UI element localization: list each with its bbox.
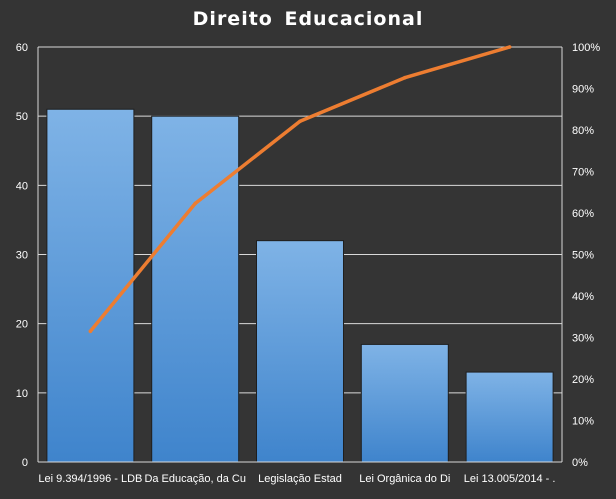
y-tick-label: 20 — [16, 319, 28, 331]
y2-tick-label: 50% — [572, 250, 594, 262]
y2-tick-label: 0% — [572, 457, 588, 469]
y-tick-label: 0 — [22, 457, 28, 469]
chart-title: Direito Educacional — [192, 8, 424, 30]
bar-4 — [360, 343, 449, 463]
y2-tick-label: 100% — [572, 42, 600, 54]
y2-tick-label: 40% — [572, 291, 594, 303]
y-tick-label: 60 — [16, 42, 28, 54]
y2-tick-label: 20% — [572, 374, 594, 386]
y-tick-label: 50 — [16, 111, 28, 123]
line-point-1 — [88, 329, 93, 334]
bar-5 — [465, 371, 554, 463]
bar-1 — [46, 108, 135, 463]
line-point-2 — [193, 201, 197, 206]
y-tick-label: 40 — [16, 180, 28, 192]
x-tick-label: Lei 13.005/2014 - . — [464, 473, 556, 485]
x-tick-label: Da Educação, da Cu — [144, 473, 246, 485]
y-tick-label: 10 — [16, 388, 28, 400]
y-tick-label: 30 — [16, 250, 28, 262]
line-point-5 — [507, 45, 512, 49]
line-point-3 — [298, 119, 302, 124]
x-tick-label: Legislação Estad — [258, 473, 342, 485]
y2-tick-label: 30% — [572, 333, 594, 345]
line-point-4 — [403, 75, 407, 80]
y2-tick-label: 80% — [572, 125, 594, 137]
x-tick-label: Lei 9.394/1996 - LDB — [38, 473, 142, 485]
y2-tick-label: 10% — [572, 416, 594, 428]
x-tick-label: Lei Orgânica do Di — [359, 473, 450, 485]
y2-tick-label: 90% — [572, 84, 594, 96]
bar-3 — [256, 240, 344, 463]
y2-tick-label: 70% — [572, 167, 594, 179]
y2-tick-label: 60% — [572, 208, 594, 220]
bar-2 — [151, 115, 240, 463]
